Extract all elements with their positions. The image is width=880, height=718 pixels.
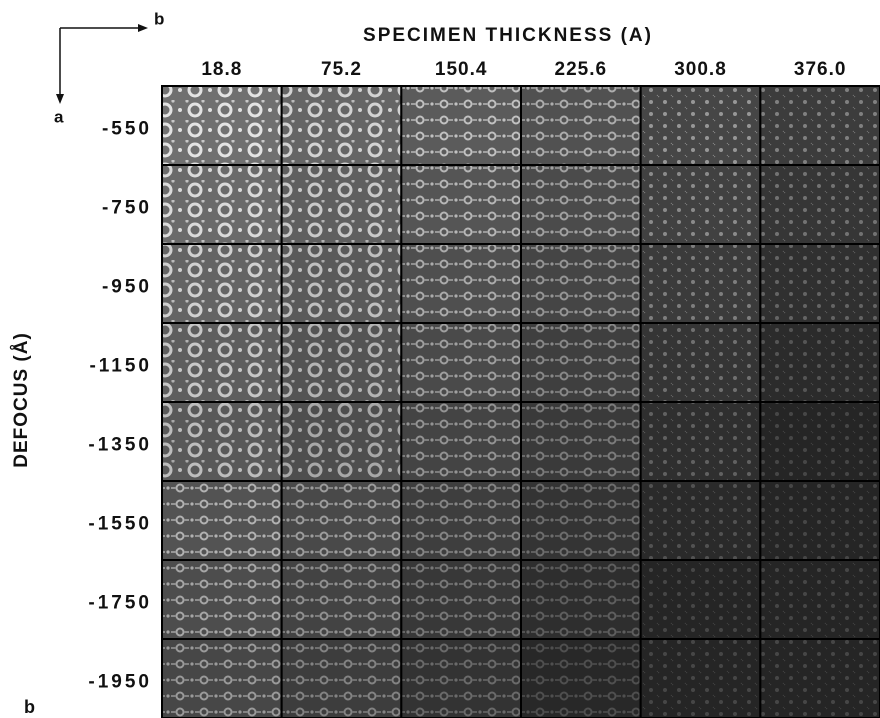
y-axis-label: DEFOCUS (Å) <box>11 332 32 468</box>
tile-texture <box>760 165 880 244</box>
title: SPECIMEN THICKNESS (A) <box>363 25 653 46</box>
tile-texture <box>281 165 402 244</box>
column-label: 225.6 <box>555 59 608 80</box>
tile-texture <box>640 323 761 402</box>
tile-texture <box>640 165 761 244</box>
tile-texture <box>401 244 521 323</box>
tile-texture <box>401 402 521 481</box>
tile-texture <box>521 323 641 402</box>
tile-texture <box>521 86 641 165</box>
row-label: -750 <box>102 197 152 218</box>
column-label: 150.4 <box>435 59 488 80</box>
tile-texture <box>162 639 282 718</box>
tile-texture <box>281 402 402 481</box>
tile-texture <box>640 481 761 560</box>
arrow-head <box>138 24 148 32</box>
row-label: -950 <box>102 276 152 297</box>
tile-texture <box>760 86 880 165</box>
column-label: 376.0 <box>794 59 847 80</box>
tile-texture <box>521 481 641 560</box>
tile-texture <box>521 165 641 244</box>
tile-texture <box>281 244 402 323</box>
tile-texture <box>640 639 761 718</box>
panel-label: b <box>24 697 35 717</box>
tile-texture <box>162 323 282 402</box>
tile-texture <box>640 86 761 165</box>
tile-texture <box>760 639 880 718</box>
tile-texture <box>401 481 521 560</box>
tile-texture <box>162 86 282 165</box>
row-label: -550 <box>102 118 152 139</box>
tile-texture <box>162 165 282 244</box>
tile-texture <box>281 639 402 718</box>
tile-texture <box>521 560 641 639</box>
axes-diagram: b a <box>54 9 164 126</box>
row-label: -1350 <box>88 434 152 455</box>
row-label: -1950 <box>88 671 152 692</box>
tile-texture <box>401 639 521 718</box>
tile-texture <box>281 481 402 560</box>
tile-texture <box>640 244 761 323</box>
column-label: 300.8 <box>674 59 727 80</box>
axis-label-a: a <box>54 107 64 126</box>
tile-texture <box>162 560 282 639</box>
tile-texture <box>640 402 761 481</box>
axis-label-b: b <box>154 9 164 28</box>
tile-texture <box>401 323 521 402</box>
tile-texture <box>162 402 282 481</box>
tile-texture <box>521 244 641 323</box>
column-label: 75.2 <box>321 59 362 80</box>
tile-texture <box>162 244 282 323</box>
tile-texture <box>760 323 880 402</box>
row-label: -1750 <box>88 592 152 613</box>
tile-texture <box>521 402 641 481</box>
tile-texture <box>760 560 880 639</box>
tile-texture <box>281 323 402 402</box>
tile-texture <box>760 402 880 481</box>
tile-texture <box>162 481 282 560</box>
image-grid <box>161 85 880 718</box>
tile-texture <box>401 165 521 244</box>
row-label: -1150 <box>89 355 152 376</box>
tile-texture <box>401 560 521 639</box>
column-label: 18.8 <box>201 59 242 80</box>
tile-texture <box>760 244 880 323</box>
row-label: -1550 <box>88 513 152 534</box>
arrow-head <box>56 94 64 104</box>
tile-texture <box>640 560 761 639</box>
tile-texture <box>401 86 521 165</box>
tile-texture <box>281 86 402 165</box>
tile-texture <box>281 560 402 639</box>
tile-texture <box>760 481 880 560</box>
tile-texture <box>521 639 641 718</box>
